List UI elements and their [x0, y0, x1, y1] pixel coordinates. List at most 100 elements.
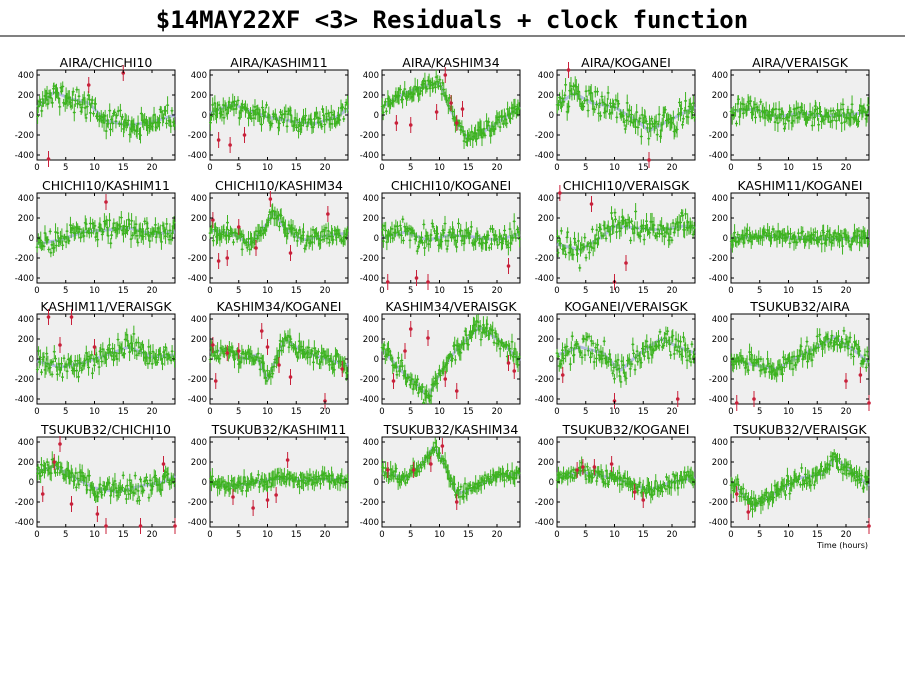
- residual-point: [346, 95, 350, 113]
- point-marker: [317, 237, 320, 240]
- point-marker: [513, 220, 516, 223]
- x-tick-label: 20: [320, 286, 331, 296]
- point-marker: [334, 122, 337, 125]
- point-marker: [382, 239, 385, 243]
- point-marker: [778, 116, 781, 120]
- point-marker: [414, 85, 417, 88]
- point-marker: [59, 237, 62, 240]
- point-marker: [170, 109, 174, 112]
- point-marker: [52, 85, 56, 88]
- y-tick-label: 0: [374, 111, 379, 121]
- point-marker: [679, 221, 682, 224]
- point-marker: [576, 252, 579, 255]
- point-marker: [298, 228, 301, 231]
- residual-point: [505, 118, 509, 129]
- point-marker: [458, 122, 461, 125]
- point-marker: [117, 110, 120, 113]
- point-marker: [642, 224, 645, 227]
- point-marker: [801, 109, 804, 112]
- residual-point: [47, 246, 51, 253]
- residual-point: [612, 99, 616, 108]
- outlier-marker: [394, 121, 399, 125]
- residual-point: [258, 108, 262, 125]
- point-marker: [293, 235, 296, 239]
- residual-point: [284, 104, 288, 119]
- point-marker: [440, 92, 444, 96]
- point-marker: [682, 117, 685, 120]
- point-marker: [810, 113, 813, 116]
- point-marker: [675, 128, 679, 131]
- residual-point: [571, 82, 575, 91]
- residual-point: [749, 95, 753, 107]
- residual-point: [761, 102, 765, 120]
- point-marker: [55, 244, 58, 247]
- residual-point: [482, 121, 486, 137]
- point-marker: [281, 113, 284, 116]
- point-marker: [267, 113, 270, 116]
- point-marker: [333, 117, 336, 120]
- point-marker: [572, 85, 575, 88]
- point-marker: [290, 120, 293, 123]
- point-marker: [624, 127, 627, 131]
- point-marker: [94, 102, 97, 106]
- residual-point: [649, 119, 653, 138]
- point-marker: [440, 240, 443, 243]
- point-marker: [421, 241, 424, 244]
- point-marker: [131, 234, 134, 237]
- point-marker: [245, 241, 248, 244]
- point-marker: [228, 101, 231, 104]
- point-marker: [793, 114, 796, 117]
- point-marker: [74, 99, 77, 102]
- residual-point: [681, 120, 685, 129]
- point-marker: [480, 136, 484, 139]
- point-marker: [737, 98, 740, 101]
- point-marker: [858, 109, 861, 112]
- residual-point: [83, 99, 87, 117]
- point-marker: [168, 229, 172, 232]
- point-marker: [503, 114, 506, 118]
- point-marker: [392, 100, 395, 103]
- outlier-marker: [454, 121, 459, 125]
- residual-point: [475, 132, 479, 146]
- point-marker: [406, 229, 409, 232]
- point-marker: [146, 126, 149, 129]
- residual-point: [433, 81, 437, 94]
- point-marker: [296, 118, 299, 121]
- residual-point: [56, 87, 60, 98]
- point-marker: [214, 226, 217, 229]
- point-marker: [77, 95, 81, 98]
- x-tick-label: 10: [89, 163, 100, 173]
- point-marker: [154, 126, 158, 129]
- point-marker: [644, 115, 647, 119]
- point-marker: [96, 115, 99, 118]
- point-marker: [658, 113, 661, 116]
- residual-point: [88, 94, 92, 106]
- point-marker: [580, 243, 583, 247]
- x-tick-label: 10: [89, 286, 100, 296]
- residual-point: [840, 114, 844, 133]
- point-marker: [822, 119, 825, 122]
- point-marker: [562, 100, 565, 103]
- residual-point: [843, 113, 847, 131]
- residual-point: [73, 94, 77, 107]
- residual-point: [866, 97, 870, 114]
- residual-point: [625, 94, 629, 112]
- residual-point: [104, 122, 108, 140]
- outlier-marker: [326, 212, 330, 216]
- residual-point: [52, 82, 56, 90]
- outlier-marker: [434, 110, 439, 114]
- point-marker: [169, 125, 172, 128]
- point-marker: [811, 124, 814, 127]
- point-marker: [791, 119, 795, 122]
- residual-point: [320, 122, 324, 131]
- point-marker: [272, 115, 275, 118]
- point-marker: [164, 109, 167, 112]
- point-marker: [774, 107, 778, 111]
- point-marker: [784, 122, 787, 125]
- point-marker: [656, 228, 660, 231]
- point-marker: [609, 102, 612, 105]
- point-marker: [385, 241, 388, 244]
- residual-point: [217, 101, 221, 109]
